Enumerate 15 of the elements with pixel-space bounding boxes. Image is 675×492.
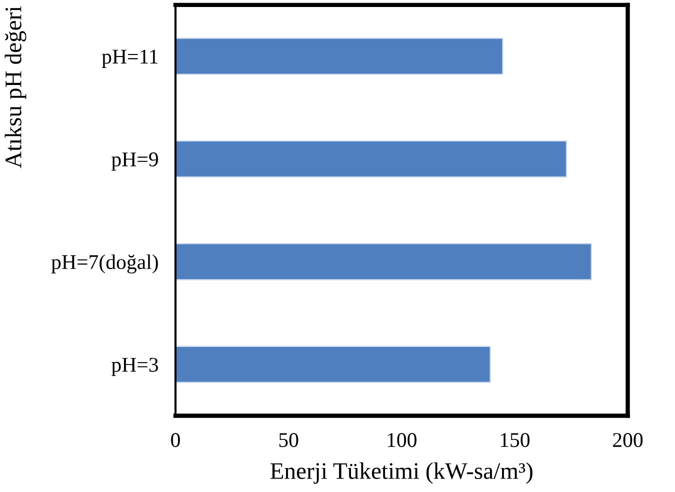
y-tick-label: pH=11 <box>102 50 158 68</box>
bar <box>176 243 592 280</box>
bar <box>176 346 491 383</box>
y-tick-label: pH=3 <box>112 358 158 376</box>
x-axis-title: Enerji Tüketimi (kW-sa/m³) <box>270 462 532 484</box>
bar <box>176 38 504 75</box>
x-tick-label: 100 <box>388 433 416 448</box>
x-tick-label: 0 <box>171 433 180 448</box>
x-tick-label: 150 <box>500 433 530 448</box>
bar <box>176 140 568 178</box>
y-tick-label: pH=7(doğal) <box>51 254 158 274</box>
x-tick-label: 50 <box>279 433 298 448</box>
y-axis-title: Atıksu pH değeri <box>4 6 26 168</box>
x-tick-label: 200 <box>613 433 643 448</box>
y-tick-label: pH=9 <box>112 152 158 171</box>
